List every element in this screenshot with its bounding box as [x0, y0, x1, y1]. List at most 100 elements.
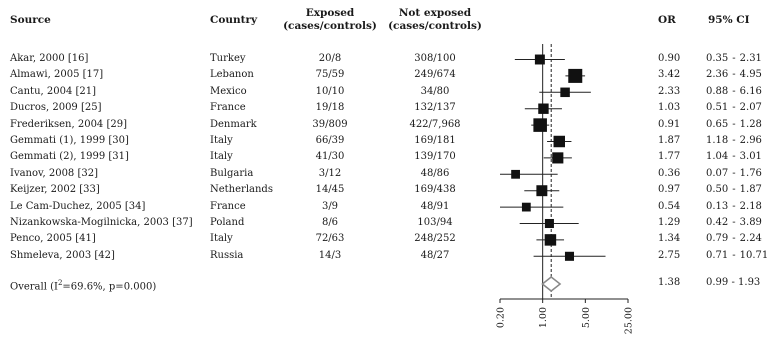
row-ci-low: 0.65	[706, 118, 729, 130]
row-country: Turkey	[210, 53, 246, 64]
row-ci-sep: -	[732, 135, 736, 146]
row-country: Denmark	[210, 118, 257, 130]
header-not-exposed-line1: Not exposed	[398, 7, 472, 19]
row-source: Gemmati (2), 1999 [31]	[10, 151, 129, 163]
row-not-exposed: 422/7,968	[409, 118, 461, 130]
row-ci: 0.79-2.24	[706, 233, 762, 245]
row-not-exposed: 34/80	[420, 85, 450, 97]
study-marker	[560, 87, 570, 98]
row-exposed: 3/12	[318, 167, 342, 179]
row-country: France	[210, 200, 246, 212]
row-source: Almawi, 2005 [17]	[10, 69, 104, 81]
header-source: Source	[10, 14, 51, 26]
row-not-exposed: 48/86	[420, 167, 450, 179]
row-not-exposed: 169/438	[414, 184, 456, 196]
overall-ci-sep: -	[731, 277, 735, 288]
row-ci-sep: -	[732, 233, 736, 245]
row-source: Ivanov, 2008 [32]	[10, 167, 98, 179]
row-ci: 0.88-6.16	[706, 86, 762, 98]
row-source: Ducros, 2009 [25]	[10, 102, 102, 114]
row-ci-sep: -	[732, 69, 736, 81]
row-source: Gemmati (1), 1999 [30]	[10, 135, 129, 146]
x-tick-label: 25.00	[624, 307, 635, 334]
row-not-exposed: 139/170	[414, 151, 456, 163]
row-ci-sep: -	[732, 217, 736, 228]
row-exposed: 72/63	[315, 233, 345, 245]
study-marker	[521, 202, 531, 212]
study-marker	[536, 185, 548, 197]
row-ci-sep: -	[732, 200, 736, 212]
row-exposed: 3/9	[321, 200, 339, 212]
row-ci-low: 1.18	[706, 135, 729, 146]
overall-diamond	[541, 276, 562, 292]
overall-or: 1.38	[658, 277, 681, 288]
x-tick-label: 5.00	[581, 307, 592, 328]
row-ci: 0.71-10.71	[706, 250, 768, 262]
row-country: Italy	[210, 233, 233, 245]
row-ci-low: 0.13	[706, 200, 729, 212]
row-ci-low: 0.07	[706, 167, 729, 179]
row-ci: 2.36-4.95	[706, 69, 762, 81]
row-country: France	[210, 102, 246, 114]
row-not-exposed: 308/100	[414, 53, 456, 64]
overall-label-suffix: =69.6%, p=0.000)	[62, 281, 157, 293]
row-ci-low: 0.71	[706, 249, 729, 261]
row-country: Poland	[210, 217, 245, 228]
study-marker	[544, 218, 554, 229]
study-marker	[534, 54, 545, 65]
row-ci-low: 0.88	[706, 85, 729, 97]
study-marker	[538, 103, 549, 114]
overall-ci-high: 1.93	[738, 277, 761, 288]
row-ci-high: 2.31	[739, 53, 762, 64]
row-ci-sep: -	[732, 167, 736, 179]
row-source: Keijzer, 2002 [33]	[10, 184, 100, 196]
header-exposed-line1: Exposed	[305, 7, 355, 19]
row-ci-sep: -	[732, 118, 736, 130]
row-or: 0.54	[658, 200, 681, 212]
row-exposed: 14/3	[318, 249, 342, 261]
row-exposed: 41/30	[315, 151, 345, 163]
row-country: Italy	[210, 151, 233, 163]
row-or: 2.75	[658, 249, 681, 261]
row-source: Shmeleva, 2003 [42]	[10, 249, 115, 261]
row-or: 3.42	[658, 69, 681, 81]
row-country: Bulgaria	[210, 167, 254, 179]
row-ci: 1.04-3.01	[706, 151, 762, 163]
row-not-exposed: 103/94	[417, 217, 453, 228]
row-exposed: 10/10	[315, 85, 345, 97]
row-ci: 0.65-1.28	[706, 119, 762, 131]
row-country: Netherlands	[210, 184, 273, 196]
row-or: 0.90	[658, 53, 681, 64]
row-not-exposed: 169/181	[414, 135, 456, 146]
row-ci-high: 2.96	[739, 135, 762, 146]
row-or: 1.87	[658, 135, 681, 146]
row-or: 1.77	[658, 151, 681, 163]
row-ci-low: 0.35	[706, 53, 729, 64]
row-exposed: 14/45	[315, 184, 345, 196]
row-exposed: 39/809	[312, 118, 348, 130]
row-country: Lebanon	[210, 69, 254, 81]
study-marker	[552, 152, 564, 164]
row-ci-high: 6.16	[739, 85, 762, 97]
row-ci-high: 3.89	[739, 217, 762, 228]
row-ci-sep: -	[732, 102, 736, 114]
study-marker	[553, 135, 566, 148]
row-ci-low: 1.04	[706, 151, 729, 163]
row-country: Mexico	[210, 85, 247, 97]
row-not-exposed: 48/91	[420, 200, 450, 212]
row-ci-sep: -	[732, 53, 736, 64]
row-or: 1.03	[658, 102, 681, 114]
row-ci-low: 0.51	[706, 102, 729, 114]
row-source: Cantu, 2004 [21]	[10, 85, 97, 97]
overall-ci: 0.99 - 1.93	[706, 277, 760, 289]
row-ci-high: 2.18	[739, 200, 762, 212]
row-or: 0.97	[658, 184, 681, 196]
row-ci-high: 4.95	[739, 69, 762, 81]
row-ci: 0.51-2.07	[706, 102, 762, 114]
row-ci-high: 2.07	[739, 102, 762, 114]
overall-ci-low: 0.99	[706, 277, 729, 288]
row-ci-sep: -	[732, 85, 736, 97]
row-ci-sep: -	[732, 249, 736, 261]
row-ci-sep: -	[732, 184, 736, 196]
